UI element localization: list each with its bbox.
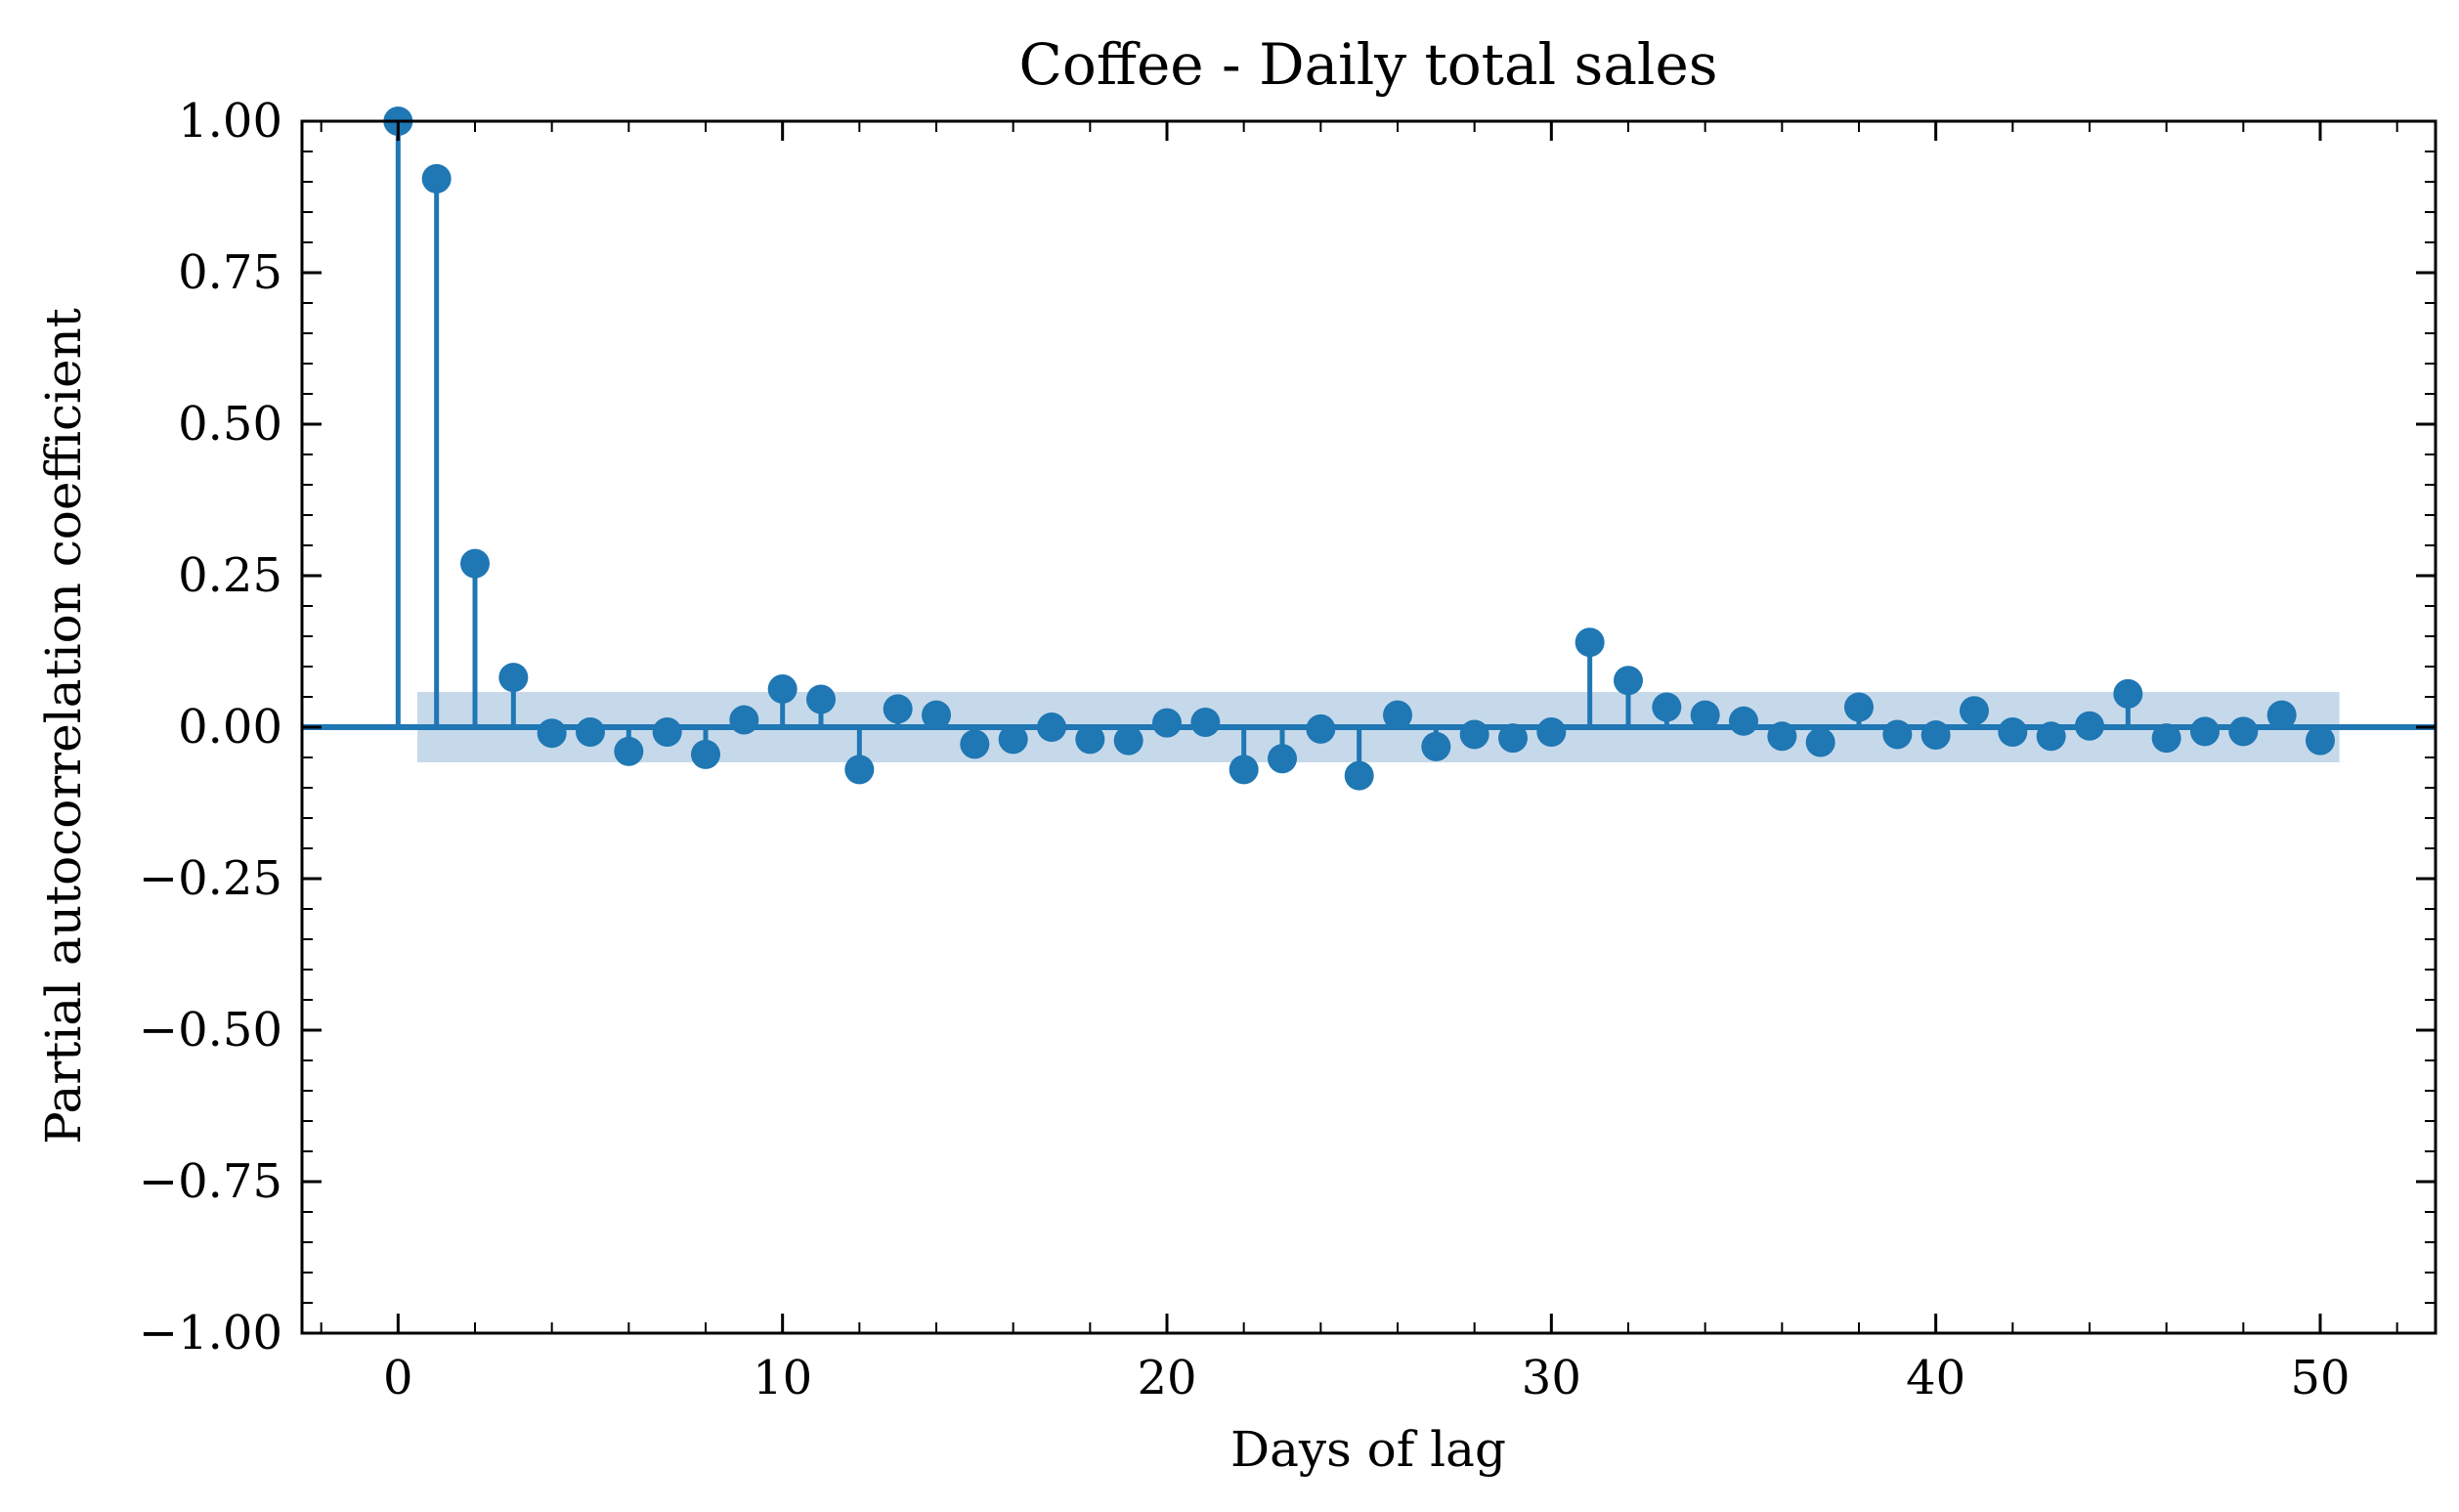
plot-frame <box>300 119 2437 1335</box>
point-lag-38 <box>1844 692 1874 722</box>
point-lag-1 <box>421 163 452 194</box>
point-lag-28 <box>1459 719 1489 750</box>
point-lag-30 <box>1536 716 1567 747</box>
point-lag-16 <box>998 724 1028 755</box>
point-lag-46 <box>2151 723 2181 754</box>
point-lag-14 <box>922 700 951 730</box>
point-lag-48 <box>2228 716 2259 747</box>
point-lag-20 <box>1152 708 1182 738</box>
point-lag-26 <box>1383 700 1412 730</box>
x-tick-label-0: 0 <box>383 1351 413 1405</box>
x-tick-label-20: 20 <box>1137 1351 1196 1405</box>
point-lag-21 <box>1190 708 1221 738</box>
chart-title: Coffee - Daily total sales <box>1018 31 1717 98</box>
point-lag-43 <box>2036 721 2066 752</box>
x-tick-label-40: 40 <box>1906 1351 1965 1405</box>
y-tick-label-3: −0.25 <box>139 851 282 906</box>
point-lag-18 <box>1075 724 1105 755</box>
point-lag-40 <box>1920 720 1951 751</box>
point-lag-7 <box>652 716 682 747</box>
point-lag-8 <box>691 739 720 769</box>
point-lag-15 <box>960 729 990 759</box>
point-lag-24 <box>1306 713 1336 744</box>
y-tick-label-5: 0.25 <box>178 548 282 603</box>
point-lag-47 <box>2190 716 2220 747</box>
y-tick-label-1: −0.75 <box>139 1154 282 1209</box>
point-lag-33 <box>1652 692 1682 722</box>
point-lag-50 <box>2306 725 2335 756</box>
point-lag-5 <box>576 716 605 747</box>
point-lag-27 <box>1421 731 1451 761</box>
x-tick-label-30: 30 <box>1522 1351 1581 1405</box>
point-lag-13 <box>883 694 913 724</box>
y-tick-label-2: −0.50 <box>139 1003 282 1058</box>
point-lag-42 <box>1998 716 2028 747</box>
point-lag-45 <box>2113 678 2143 709</box>
point-lag-41 <box>1960 696 1989 726</box>
point-lag-34 <box>1690 700 1720 730</box>
y-axis-label: Partial autocorrelation coefficient <box>35 308 92 1145</box>
x-tick-label-50: 50 <box>2290 1351 2350 1405</box>
point-lag-23 <box>1268 744 1297 774</box>
y-tick-label-8: 1.00 <box>178 94 282 149</box>
y-tick-label-7: 0.75 <box>178 245 282 300</box>
y-tick-label-0: −1.00 <box>139 1306 282 1361</box>
point-lag-4 <box>537 718 567 749</box>
point-lag-19 <box>1113 725 1143 756</box>
point-lag-25 <box>1344 760 1374 791</box>
point-lag-10 <box>767 673 798 704</box>
point-lag-31 <box>1575 627 1605 658</box>
y-tick-label-6: 0.50 <box>178 397 282 452</box>
point-lag-6 <box>614 736 644 766</box>
point-lag-39 <box>1882 719 1913 750</box>
point-lag-49 <box>2266 700 2297 730</box>
point-lag-44 <box>2075 711 2104 741</box>
point-lag-17 <box>1037 713 1066 742</box>
point-lag-22 <box>1229 755 1259 785</box>
y-tick-label-4: 0.00 <box>178 700 282 755</box>
point-lag-12 <box>844 755 875 785</box>
point-lag-2 <box>460 548 490 579</box>
point-lag-3 <box>498 663 529 693</box>
point-lag-11 <box>806 684 836 714</box>
point-lag-35 <box>1729 706 1758 736</box>
point-lag-36 <box>1767 721 1797 752</box>
x-axis-label: Days of lag <box>1230 1421 1506 1478</box>
point-lag-9 <box>729 705 759 735</box>
x-tick-label-10: 10 <box>753 1351 812 1405</box>
point-lag-29 <box>1498 723 1528 754</box>
point-lag-37 <box>1805 727 1835 757</box>
point-lag-32 <box>1614 666 1643 696</box>
